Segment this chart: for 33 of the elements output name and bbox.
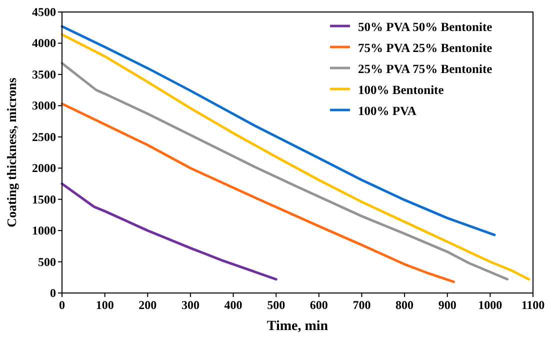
x-tick-label: 500 [267,298,286,312]
x-axis-title: Time, min [266,319,328,334]
y-tick-label: 1000 [32,224,56,238]
y-tick-label: 500 [38,254,56,269]
legend-label: 25% PVA 75% Bentonite [358,62,493,76]
x-tick-label: 300 [181,298,200,312]
x-tick-label: 100 [96,298,114,312]
line-series [60,182,278,281]
y-tick-label: 4000 [32,36,56,50]
x-tick-label: 800 [396,298,414,312]
legend-label: 50% PVA 50% Bentonite [358,20,493,34]
x-tick-label: 900 [438,298,456,312]
legend-label: 100% PVA [358,104,416,118]
line-series [60,62,509,281]
line-series [60,33,530,281]
y-tick-label: 2500 [32,130,56,144]
y-tick-label: 4500 [32,5,56,19]
x-tick-label: 1100 [521,298,545,312]
x-tick-label: 0 [59,298,65,312]
y-axis-title: Coating thickness, microns [4,78,19,228]
x-tick-label: 600 [310,298,328,312]
x-tick-label: 400 [224,298,242,312]
y-tick-label: 3000 [32,98,56,113]
x-tick-label: 200 [138,298,157,312]
legend-label: 75% PVA 25% Bentonite [358,41,493,55]
y-tick-label: 2000 [32,161,56,176]
y-tick-label: 0 [50,286,56,300]
y-tick-label: 3500 [32,67,56,82]
x-tick-label: 700 [352,298,371,312]
x-tick-label: 1000 [478,298,502,312]
legend-label: 100% Bentonite [358,83,444,97]
line-series [60,102,456,284]
y-tick-label: 1500 [32,192,56,206]
